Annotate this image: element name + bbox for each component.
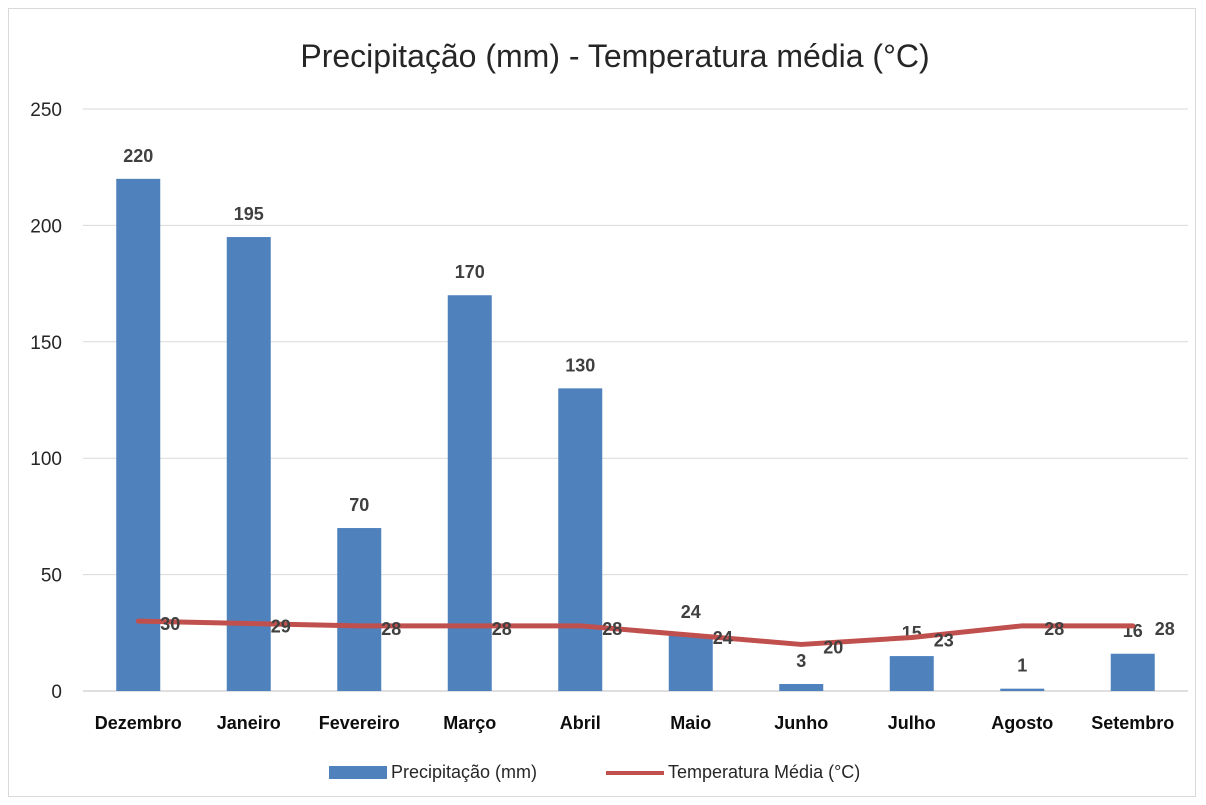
legend-item-precipitation: Precipitação (mm) (329, 762, 537, 783)
bar (779, 684, 824, 691)
chart-legend: Precipitação (mm) Temperatura Média (°C) (0, 762, 1206, 788)
line-series-temperature (135, 618, 1136, 647)
line-data-label: 23 (934, 630, 954, 650)
chart-title: Precipitação (mm) - Temperatura média (°… (300, 38, 930, 74)
bar-data-label: 170 (455, 262, 485, 282)
bar (337, 528, 382, 691)
line-data-label: 24 (713, 628, 733, 648)
legend-swatch-line (606, 770, 664, 775)
line-data-label: 29 (271, 616, 291, 636)
x-tick-label: Junho (774, 713, 828, 733)
bar (1000, 688, 1045, 691)
y-tick-label: 200 (30, 216, 62, 237)
legend-label-precipitation: Precipitação (mm) (391, 762, 538, 782)
y-tick-label: 250 (30, 100, 62, 121)
line-data-label: 28 (1044, 619, 1064, 639)
y-tick-label: 0 (51, 682, 62, 703)
bar (668, 635, 713, 691)
x-tick-label: Agosto (991, 713, 1053, 733)
bar-data-label: 24 (681, 602, 701, 622)
legend-item-temperature: Temperatura Média (°C) (606, 762, 860, 783)
x-tick-label: Fevereiro (319, 713, 400, 733)
bar-data-label: 130 (565, 355, 595, 375)
x-tick-label: Dezembro (95, 713, 182, 733)
bar-data-label: 70 (349, 495, 369, 515)
x-tick-label: Maio (670, 713, 711, 733)
bar (226, 237, 271, 692)
y-tick-label: 150 (30, 333, 62, 354)
bar (558, 388, 603, 691)
bar (447, 295, 492, 691)
line-data-label: 30 (160, 614, 180, 634)
line-data-label: 28 (1155, 619, 1175, 639)
line-data-label: 28 (492, 619, 512, 639)
bar (889, 656, 934, 691)
legend-swatch-bar (329, 766, 387, 779)
bar-data-label: 195 (234, 204, 264, 224)
bar-data-label: 1 (1017, 656, 1027, 676)
x-tick-label: Janeiro (217, 713, 281, 733)
line-data-label: 28 (381, 619, 401, 639)
x-tick-label: Março (443, 713, 496, 733)
x-tick-label: Setembro (1091, 713, 1174, 733)
line-data-label: 28 (602, 619, 622, 639)
legend-label-temperature: Temperatura Média (°C) (668, 762, 861, 782)
y-tick-label: 50 (41, 566, 62, 587)
x-tick-label: Abril (560, 713, 601, 733)
x-tick-label: Julho (888, 713, 936, 733)
bar (116, 178, 161, 692)
bar-data-label: 220 (123, 146, 153, 166)
y-tick-label: 100 (30, 449, 62, 470)
line-data-label: 20 (823, 637, 843, 657)
bar-data-label: 3 (796, 651, 806, 671)
bar (1110, 653, 1155, 691)
